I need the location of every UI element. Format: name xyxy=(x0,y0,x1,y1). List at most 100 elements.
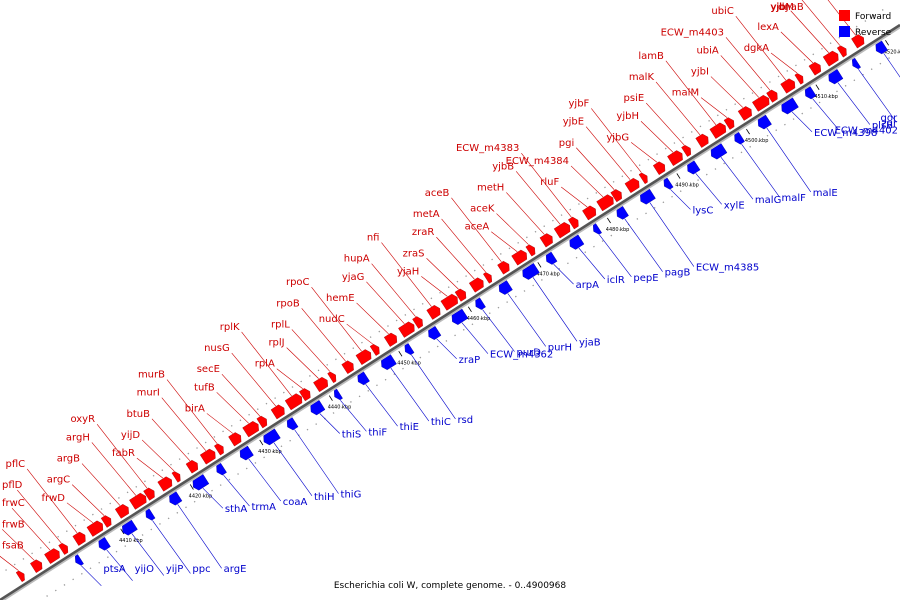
gene-arrow-yjbg[interactable] xyxy=(652,161,666,175)
gene-arrow-thie[interactable] xyxy=(357,371,370,386)
gene-label-male[interactable]: malE xyxy=(813,188,838,199)
gene-label-argb[interactable]: argB xyxy=(57,454,80,465)
gene-label-ppc[interactable]: ppc xyxy=(192,564,210,575)
gene-arrow-ppc[interactable] xyxy=(145,508,156,521)
gene-arrow-frwd[interactable] xyxy=(86,520,104,537)
gene-label-malg[interactable]: malG xyxy=(755,195,781,206)
gene-arrow-coaa[interactable] xyxy=(239,445,254,461)
gene-arrow-yjab[interactable] xyxy=(522,263,540,280)
gene-label-rplk[interactable]: rplK xyxy=(220,322,240,333)
gene-arrow-ecw-m4398[interactable] xyxy=(781,97,799,115)
gene-label-ecw-m4398[interactable]: ECW_m4398 xyxy=(814,128,877,139)
gene-label-fabr[interactable]: fabR xyxy=(112,448,135,459)
gene-label-yjbe[interactable]: yjbE xyxy=(563,117,584,128)
gene-arrow-iclr[interactable] xyxy=(569,234,585,250)
gene-label-pagb[interactable]: pagB xyxy=(665,268,691,279)
gene-label-nfi[interactable]: nfi xyxy=(367,233,380,244)
gene-label-yijo[interactable]: yijO xyxy=(135,564,154,575)
gene-arrow-frwb[interactable] xyxy=(30,559,43,573)
gene-arrow-tufb[interactable] xyxy=(242,421,259,438)
gene-arrow-lexa[interactable] xyxy=(808,61,822,76)
gene-label-malm[interactable]: malM xyxy=(672,88,699,99)
gene-arrow-lamb[interactable] xyxy=(709,122,727,139)
gene-label-meta[interactable]: metA xyxy=(413,209,440,220)
gene-label-qor[interactable]: qor xyxy=(881,113,898,124)
gene-arrow-thic[interactable] xyxy=(381,354,397,371)
gene-arrow-rsd[interactable] xyxy=(404,343,415,356)
gene-label-ecw-m4383[interactable]: ECW_m4383 xyxy=(456,143,519,154)
gene-label-fsab[interactable]: fsaB xyxy=(2,540,24,551)
gene-arrow-malf[interactable] xyxy=(734,131,745,145)
gene-label-yjah[interactable]: yjaH xyxy=(397,266,419,277)
gene-arrow-yijo[interactable] xyxy=(98,537,111,551)
gene-arrow-ecw-m4362[interactable] xyxy=(451,308,469,325)
gene-label-acek[interactable]: aceK xyxy=(470,204,495,215)
gene-arrow-stha[interactable] xyxy=(192,474,210,491)
gene-label-this[interactable]: thiS xyxy=(342,429,361,440)
gene-label-dnab[interactable]: dnaB xyxy=(778,2,804,13)
gene-label-malk[interactable]: malK xyxy=(629,72,655,83)
gene-arrow-yjbi[interactable] xyxy=(737,106,752,121)
gene-label-rsd[interactable]: rsd xyxy=(457,415,473,426)
gene-arrow-yjag[interactable] xyxy=(398,321,415,338)
gene-arrow-frwc[interactable] xyxy=(44,548,60,564)
gene-arrow-thih[interactable] xyxy=(263,428,281,446)
gene-arrow-aceb[interactable] xyxy=(497,260,510,275)
gene-label-murb[interactable]: murB xyxy=(138,370,165,381)
gene-arrow-yjbh[interactable] xyxy=(667,150,683,166)
gene-arrow-nfi[interactable] xyxy=(426,305,441,320)
gene-arrow-malg[interactable] xyxy=(710,143,728,160)
gene-arrow-acea[interactable] xyxy=(511,249,528,266)
gene-arrow-bira[interactable] xyxy=(228,432,242,447)
gene-arrow-yjbj[interactable] xyxy=(822,50,839,67)
gene-arrow-zrap[interactable] xyxy=(428,325,442,340)
gene-arrow-meta[interactable] xyxy=(483,272,493,284)
gene-arrow-pgi[interactable] xyxy=(610,189,622,203)
gene-label-oxyr[interactable]: oxyR xyxy=(70,414,95,425)
gene-arrow-btub[interactable] xyxy=(185,459,199,474)
gene-label-zur[interactable]: zur xyxy=(881,118,898,129)
gene-arrow-yijd[interactable] xyxy=(171,471,181,483)
gene-label-ecw-m4403[interactable]: ECW_m4403 xyxy=(661,27,724,38)
gene-arrow-ecw-m4402[interactable] xyxy=(804,86,817,100)
gene-arrow-nusg[interactable] xyxy=(270,404,285,420)
gene-label-pgi[interactable]: pgi xyxy=(559,138,574,149)
gene-label-thie[interactable]: thiE xyxy=(400,422,419,433)
gene-arrow-ecw-m4403[interactable] xyxy=(766,89,778,103)
gene-label-frwd[interactable]: frwD xyxy=(41,493,65,504)
gene-label-xyle[interactable]: xylE xyxy=(724,200,745,211)
gene-label-ecw-m4384[interactable]: ECW_m4384 xyxy=(506,156,569,167)
gene-label-pfld[interactable]: pflD xyxy=(2,480,23,491)
gene-arrow-rpll[interactable] xyxy=(327,371,337,384)
gene-label-nudc[interactable]: nudC xyxy=(319,314,345,325)
gene-arrow-rluf[interactable] xyxy=(582,205,597,221)
gene-label-lamb[interactable]: lamB xyxy=(638,51,664,62)
gene-arrow-rpoc[interactable] xyxy=(355,349,372,365)
gene-arrow-trma[interactable] xyxy=(216,462,227,476)
gene-arrow-yijp[interactable] xyxy=(122,519,138,536)
gene-label-yjbm[interactable]: yjbM xyxy=(770,2,794,13)
gene-arrow-thig[interactable] xyxy=(286,417,299,431)
gene-label-tufb[interactable]: tufB xyxy=(194,382,215,393)
gene-arrow-argc[interactable] xyxy=(100,515,112,528)
gene-label-rpla[interactable]: rplA xyxy=(255,359,275,370)
gene-label-rluf[interactable]: rluF xyxy=(540,177,559,188)
gene-label-zrap[interactable]: zraP xyxy=(459,355,481,366)
gene-arrow-oxyr[interactable] xyxy=(143,487,155,501)
gene-arrow-zrar[interactable] xyxy=(468,277,484,293)
gene-label-yjbh[interactable]: yjbH xyxy=(616,111,639,122)
gene-label-btub[interactable]: btuB xyxy=(126,409,150,420)
gene-arrow-sece[interactable] xyxy=(256,415,268,429)
gene-label-argh[interactable]: argH xyxy=(66,432,90,443)
gene-label-yjag[interactable]: yjaG xyxy=(342,272,365,283)
gene-label-sece[interactable]: secE xyxy=(197,364,220,375)
gene-label-yjbb[interactable]: yjbB xyxy=(492,161,514,172)
gene-label-zras[interactable]: zraS xyxy=(403,248,425,259)
gene-label-thig[interactable]: thiG xyxy=(341,490,362,501)
gene-arrow-rpob[interactable] xyxy=(341,360,354,374)
gene-label-aceb[interactable]: aceB xyxy=(425,188,450,199)
gene-arrow-thif[interactable] xyxy=(333,388,343,401)
gene-label-yjab[interactable]: yjaB xyxy=(579,337,601,348)
gene-label-ecw-m4362[interactable]: ECW_m4362 xyxy=(490,350,553,361)
gene-arrow-rplk[interactable] xyxy=(284,393,303,411)
